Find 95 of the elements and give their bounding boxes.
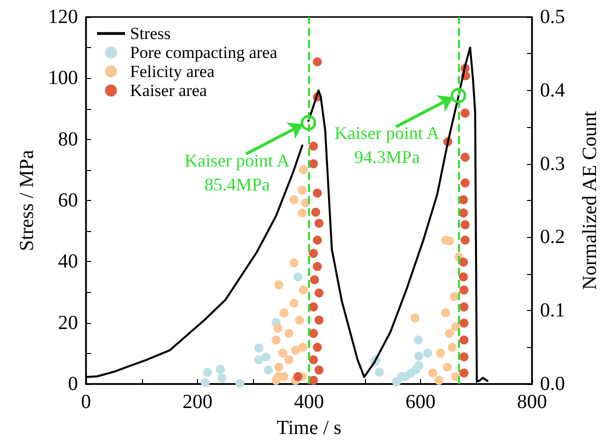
point — [289, 298, 298, 308]
point — [436, 348, 446, 358]
y-tick-label: 20 — [58, 312, 78, 334]
y-tick-label: 60 — [58, 190, 78, 212]
point — [298, 165, 308, 174]
point — [460, 108, 470, 118]
point — [254, 355, 264, 364]
point — [312, 236, 322, 245]
point — [200, 378, 210, 388]
point — [434, 376, 444, 385]
point — [458, 272, 468, 282]
point — [262, 352, 271, 362]
point — [291, 346, 300, 355]
y2-tick-label: 0.2 — [540, 226, 565, 248]
point — [445, 328, 454, 338]
point — [460, 178, 470, 188]
point — [414, 352, 424, 361]
point — [289, 195, 298, 204]
point — [308, 142, 318, 151]
point — [289, 258, 298, 268]
point — [414, 335, 423, 344]
point — [458, 258, 468, 267]
point — [459, 318, 468, 328]
point — [311, 208, 320, 217]
point — [428, 368, 438, 378]
point — [314, 366, 324, 375]
point — [298, 208, 307, 218]
point — [314, 316, 324, 325]
legend-label: Kaiser area — [130, 81, 208, 100]
point — [216, 364, 225, 374]
point — [308, 328, 318, 338]
annotation: Kaiser point A 94.3MPa — [334, 123, 440, 168]
point — [448, 342, 457, 352]
point — [298, 186, 307, 195]
y-tick-label: 120 — [48, 6, 78, 28]
point — [273, 324, 282, 333]
point — [459, 352, 468, 362]
point — [293, 272, 302, 282]
point — [274, 362, 284, 372]
point — [451, 322, 460, 332]
y-tick-label: 100 — [48, 67, 78, 90]
point — [308, 355, 318, 364]
legend-label: Pore compacting area — [130, 43, 278, 62]
point — [460, 220, 470, 230]
legend-label: Stress — [130, 24, 171, 43]
point — [459, 302, 468, 312]
annotation: Kaiser point A 85.4MPa — [184, 150, 290, 194]
point — [295, 316, 304, 325]
point — [442, 362, 452, 372]
point — [423, 348, 432, 358]
point — [278, 348, 288, 358]
legend-label: Felicity area — [130, 62, 215, 81]
y-tick-label: 80 — [58, 128, 78, 150]
point — [218, 374, 227, 383]
point — [410, 313, 420, 322]
point — [284, 328, 294, 338]
x-tick-label: 200 — [182, 391, 212, 413]
x-axis-title: Time / s — [276, 417, 342, 439]
x-tick-label: 400 — [294, 391, 324, 413]
point — [459, 335, 468, 344]
point — [312, 188, 322, 198]
y2-tick-label: 0.5 — [540, 6, 565, 28]
point — [308, 248, 318, 258]
point — [298, 286, 308, 295]
point — [272, 335, 281, 344]
point — [284, 355, 294, 364]
point — [203, 368, 212, 377]
y-tick-label: 0 — [68, 373, 78, 395]
point — [264, 366, 273, 375]
y2-tick-label: 0.4 — [540, 79, 565, 102]
point — [298, 342, 308, 352]
point — [274, 280, 284, 290]
point — [459, 286, 468, 295]
x-tick-label: 600 — [406, 391, 436, 413]
y2-tick-label: 0.3 — [540, 152, 565, 175]
point — [460, 152, 470, 162]
point — [314, 218, 324, 228]
y2-tick-label: 0.1 — [540, 300, 565, 322]
y-tick-label: 40 — [58, 250, 78, 273]
point — [459, 368, 468, 378]
point — [279, 308, 288, 318]
point — [254, 344, 264, 353]
point — [312, 342, 322, 352]
y2-axis-title: Normalized AE Count — [579, 110, 601, 290]
point — [441, 308, 450, 318]
point — [374, 368, 384, 377]
point — [312, 262, 322, 272]
point — [314, 288, 324, 298]
point — [235, 378, 244, 388]
point — [312, 57, 322, 66]
point — [414, 361, 424, 370]
point — [293, 372, 302, 382]
y-axis-title: Stress / MPa — [16, 150, 38, 252]
point — [310, 275, 320, 284]
point — [460, 236, 470, 245]
